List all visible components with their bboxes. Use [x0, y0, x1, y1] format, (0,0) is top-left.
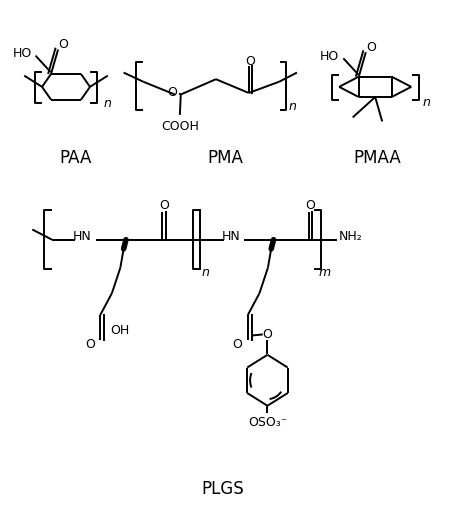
Text: n: n	[422, 96, 430, 109]
Text: PAA: PAA	[59, 149, 91, 167]
Text: COOH: COOH	[161, 119, 199, 132]
Text: O: O	[85, 338, 95, 351]
Text: m: m	[319, 266, 331, 279]
Text: PLGS: PLGS	[201, 480, 244, 499]
Text: NH₂: NH₂	[339, 230, 363, 243]
Text: O: O	[159, 199, 169, 212]
Text: O: O	[59, 38, 69, 51]
Text: HO: HO	[320, 50, 339, 63]
Text: O: O	[245, 55, 255, 68]
Text: HN: HN	[73, 230, 92, 243]
Text: O: O	[366, 41, 376, 54]
Text: PMA: PMA	[207, 149, 243, 167]
Text: PMAA: PMAA	[354, 149, 401, 167]
Text: OH: OH	[110, 324, 129, 337]
Text: O: O	[263, 328, 273, 341]
Text: O: O	[306, 199, 316, 212]
Text: n: n	[104, 97, 112, 110]
Text: n: n	[288, 100, 296, 113]
Text: n: n	[201, 266, 210, 279]
Text: HO: HO	[12, 47, 32, 60]
Text: O: O	[167, 86, 177, 99]
Text: O: O	[233, 338, 242, 351]
Text: OSO₃⁻: OSO₃⁻	[248, 416, 287, 429]
Text: HN: HN	[222, 230, 241, 243]
